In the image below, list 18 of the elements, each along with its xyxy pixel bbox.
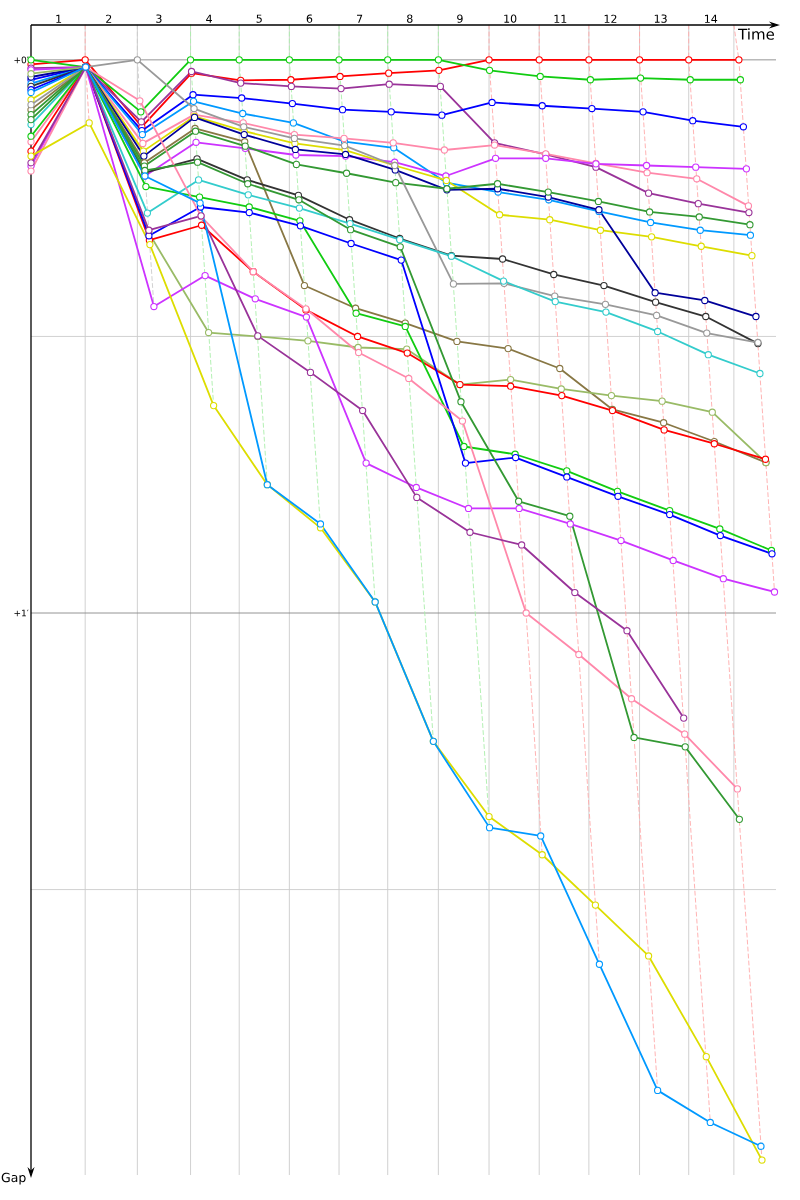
x-tick-label: 10 — [504, 14, 517, 23]
x-tick-label: 5 — [256, 14, 262, 23]
x-tick-label: 12 — [604, 14, 617, 23]
x-tick-label: 6 — [306, 14, 313, 23]
x-tick-label: 1 — [56, 14, 62, 23]
y-tick-label: +1′ — [14, 609, 29, 617]
x-tick-label: 4 — [206, 14, 212, 23]
x-tick-label: 9 — [457, 14, 463, 23]
x-tick-label: 7 — [357, 14, 363, 23]
y-axis-title: Gap — [1, 1172, 26, 1185]
x-tick-label: 8 — [407, 14, 413, 23]
x-axis-title: Time — [738, 28, 775, 40]
x-tick-label: 13 — [654, 14, 667, 23]
x-tick-label: 3 — [156, 14, 162, 23]
x-tick-label: 11 — [554, 14, 567, 23]
x-tick-label: 14 — [704, 14, 718, 23]
x-tick-label: 2 — [106, 14, 112, 23]
y-tick-label: +0′ — [14, 56, 29, 64]
